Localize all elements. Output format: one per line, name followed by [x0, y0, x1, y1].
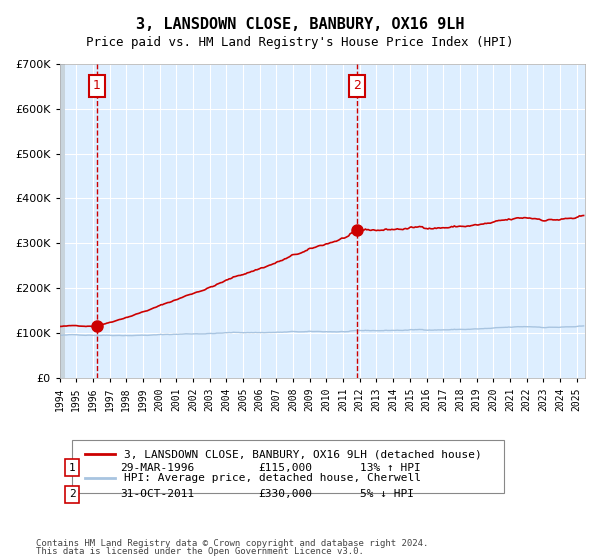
Text: 1: 1 [93, 80, 101, 92]
Text: £330,000: £330,000 [258, 489, 312, 500]
Text: 29-MAR-1996: 29-MAR-1996 [120, 463, 194, 473]
Text: 3, LANSDOWN CLOSE, BANBURY, OX16 9LH (detached house): 3, LANSDOWN CLOSE, BANBURY, OX16 9LH (de… [124, 450, 482, 460]
Text: 2: 2 [68, 489, 76, 500]
Text: £115,000: £115,000 [258, 463, 312, 473]
Text: 31-OCT-2011: 31-OCT-2011 [120, 489, 194, 500]
Text: 5% ↓ HPI: 5% ↓ HPI [360, 489, 414, 500]
Text: 3, LANSDOWN CLOSE, BANBURY, OX16 9LH: 3, LANSDOWN CLOSE, BANBURY, OX16 9LH [136, 17, 464, 32]
Text: This data is licensed under the Open Government Licence v3.0.: This data is licensed under the Open Gov… [36, 547, 364, 556]
Text: HPI: Average price, detached house, Cherwell: HPI: Average price, detached house, Cher… [124, 473, 421, 483]
Text: 13% ↑ HPI: 13% ↑ HPI [360, 463, 421, 473]
Text: Contains HM Land Registry data © Crown copyright and database right 2024.: Contains HM Land Registry data © Crown c… [36, 539, 428, 548]
Text: 2: 2 [353, 80, 361, 92]
Text: Price paid vs. HM Land Registry's House Price Index (HPI): Price paid vs. HM Land Registry's House … [86, 36, 514, 49]
Text: 1: 1 [68, 463, 76, 473]
FancyBboxPatch shape [72, 440, 504, 493]
